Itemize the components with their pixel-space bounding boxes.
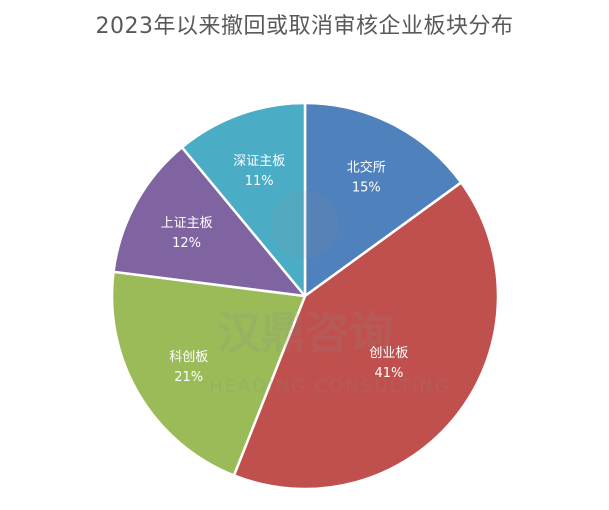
slice-value-label-1: 41%: [374, 366, 403, 381]
watermark-logo: [271, 191, 339, 259]
slice-value-label-0: 15%: [352, 181, 381, 196]
pie-slice-4: [180, 101, 307, 298]
pie-labels: 北交所 15% 创业板 41% 科创板 21% 上证主板 12% 深证主板 11%: [161, 154, 409, 385]
watermark-sub-text: HEADING CONSULTING: [209, 376, 451, 397]
slice-value-label-2: 21%: [174, 370, 203, 385]
pie-slice-2: [110, 270, 307, 477]
watermark-main-text: 汉鼎咨询: [217, 308, 393, 359]
slice-name-label-4: 深证主板: [233, 154, 285, 169]
pie-slice-3: [112, 146, 307, 298]
pie-slice-1: [232, 181, 500, 491]
chart-title: 2023年以来撤回或取消审核企业板块分布: [95, 14, 514, 39]
slice-name-label-1: 创业板: [369, 346, 408, 361]
pie-slice-0: [303, 101, 463, 298]
pie-slices: [110, 101, 500, 491]
slice-value-label-4: 11%: [245, 174, 274, 189]
slice-value-label-3: 12%: [172, 236, 201, 251]
slice-name-label-2: 科创板: [169, 350, 208, 365]
watermark: 汉鼎咨询 HEADING CONSULTING: [209, 191, 451, 397]
slice-name-label-0: 北交所: [347, 160, 386, 176]
slice-name-label-3: 上证主板: [161, 216, 213, 231]
